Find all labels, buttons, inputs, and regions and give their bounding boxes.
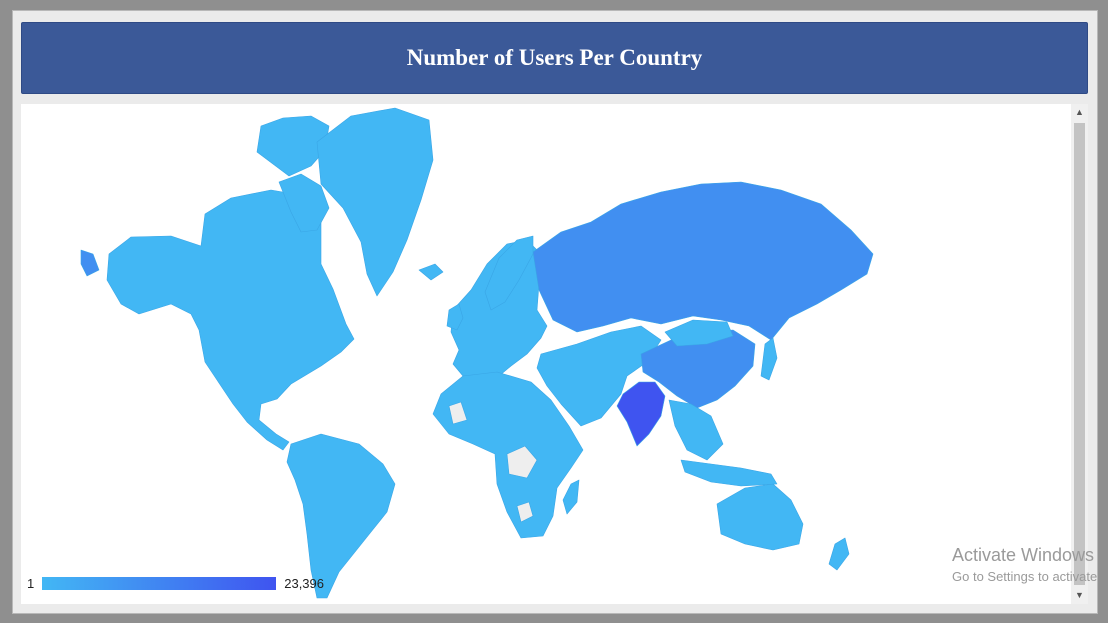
arctic-islands-region[interactable]: [256, 115, 330, 177]
australia-region[interactable]: [716, 483, 804, 551]
scandinavia-region[interactable]: [484, 235, 534, 311]
south-america-region[interactable]: [286, 433, 396, 599]
windows-activation-watermark: Activate Windows Go to Settings to activ…: [952, 545, 1097, 584]
dialog-window: Number of Users Per Country: [12, 10, 1098, 614]
japan-region[interactable]: [760, 337, 778, 381]
greenland-region[interactable]: [316, 107, 434, 297]
baffin-region[interactable]: [278, 173, 330, 233]
vertical-scrollbar[interactable]: ▲ ▼: [1071, 104, 1088, 604]
alaska-tip-region[interactable]: [80, 249, 100, 277]
legend-min-label: 1: [27, 575, 35, 591]
new-zealand-region[interactable]: [828, 537, 850, 571]
map-panel[interactable]: 1 23,396 ▲ ▼: [21, 104, 1088, 604]
scrollbar-thumb[interactable]: [1074, 123, 1085, 585]
uk-region[interactable]: [446, 303, 464, 331]
dialog-header: Number of Users Per Country: [21, 22, 1088, 94]
page-title: Number of Users Per Country: [406, 45, 703, 70]
mongolia-region[interactable]: [664, 319, 734, 347]
north-america-region[interactable]: [106, 189, 355, 451]
iceland-region[interactable]: [418, 263, 444, 281]
madagascar-region[interactable]: [562, 479, 580, 515]
legend-max-label: 23,396: [284, 575, 324, 591]
southeast-asia-region[interactable]: [668, 399, 724, 461]
watermark-line2: Go to Settings to activate: [952, 569, 1098, 584]
chevron-up-icon[interactable]: ▲: [1075, 107, 1084, 117]
legend-gradient-bar: [42, 576, 277, 590]
india-region[interactable]: [616, 381, 666, 447]
chevron-down-icon[interactable]: ▼: [1075, 590, 1084, 600]
russia-region[interactable]: [532, 181, 874, 341]
no-data-region: [516, 501, 534, 523]
middle-east-region[interactable]: [536, 325, 662, 427]
indonesia-region[interactable]: [680, 459, 778, 487]
europe-region[interactable]: [450, 239, 548, 381]
watermark-line1: Activate Windows: [952, 545, 1095, 565]
map-legend: 1 23,396: [27, 573, 324, 593]
no-data-region: [506, 445, 538, 479]
no-data-region: [448, 401, 468, 425]
world-map[interactable]: [21, 104, 1071, 604]
